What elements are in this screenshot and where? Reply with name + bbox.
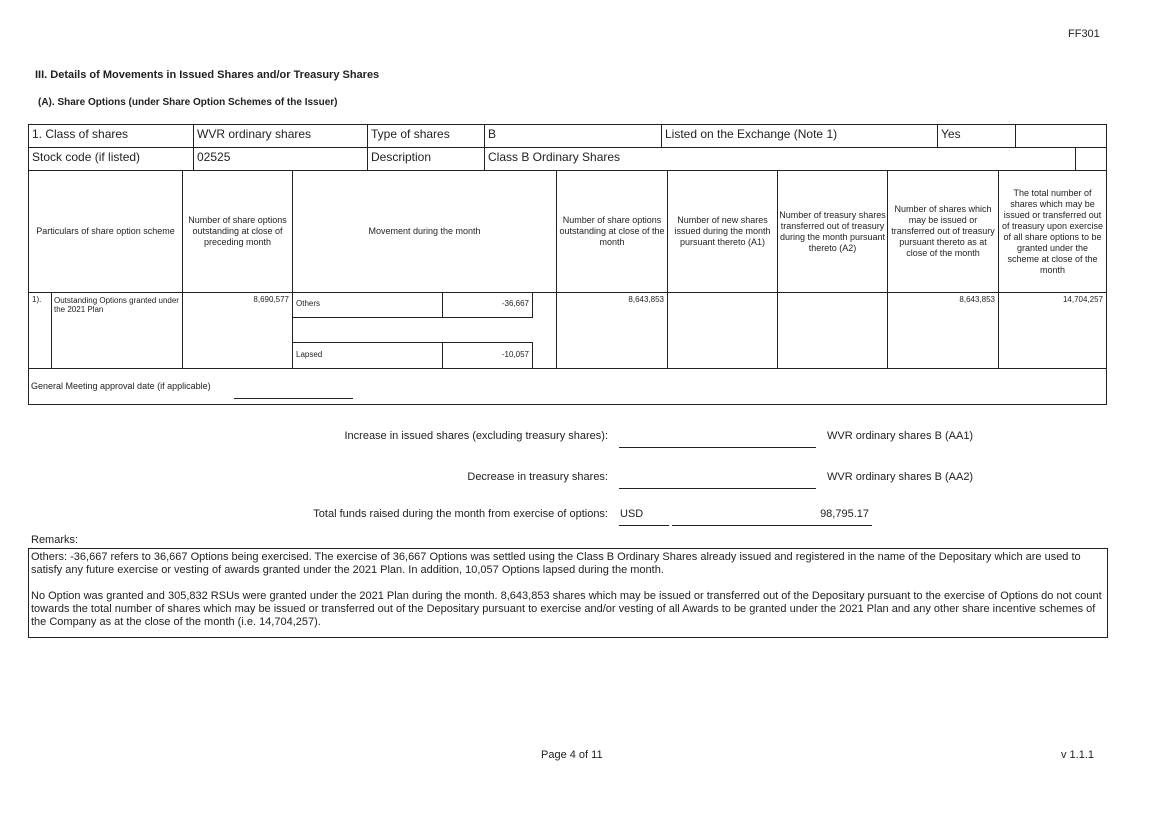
type-label: Type of shares	[367, 124, 485, 148]
header-new-shares: Number of new shares issued during the m…	[667, 170, 778, 293]
gm-label: General Meeting approval date (if applic…	[31, 381, 211, 391]
header-may-issue: Number of shares which may be issued or …	[887, 170, 999, 293]
blank-cell	[1075, 147, 1107, 171]
form-code: FF301	[1068, 28, 1100, 40]
movement-others-label: Others	[292, 292, 443, 318]
funds-label: Total funds raised during the month from…	[313, 508, 608, 520]
header-preceding: Number of share options outstanding at c…	[182, 170, 293, 293]
type-value: B	[484, 124, 662, 148]
movement-others-value: -36,667	[442, 292, 533, 318]
row-total: 14,704,257	[998, 292, 1107, 369]
increase-suffix: WVR ordinary shares B (AA1)	[827, 430, 974, 442]
row-may-issue: 8,643,853	[887, 292, 999, 369]
decrease-field[interactable]	[619, 488, 816, 489]
description-value: Class B Ordinary Shares	[484, 147, 1076, 171]
page-number: Page 4 of 11	[541, 749, 603, 761]
header-movement: Movement during the month	[292, 170, 557, 293]
blank-cell	[1015, 124, 1107, 148]
row-particulars: Outstanding Options granted under the 20…	[51, 292, 183, 369]
header-total: The total number of shares which may be …	[998, 170, 1107, 293]
gm-date-field[interactable]	[234, 398, 353, 399]
subsection-title: (A). Share Options (under Share Option S…	[38, 97, 338, 108]
remarks-box: Others: -36,667 refers to 36,667 Options…	[28, 548, 1108, 638]
increase-label: Increase in issued shares (excluding tre…	[344, 430, 608, 442]
row-treasury	[777, 292, 888, 369]
section-title: III. Details of Movements in Issued Shar…	[35, 69, 380, 81]
row-new-shares	[667, 292, 778, 369]
increase-field[interactable]	[619, 447, 816, 448]
description-label: Description	[367, 147, 485, 171]
listed-label: Listed on the Exchange (Note 1)	[661, 124, 938, 148]
funds-value: 98,795.17	[820, 508, 869, 520]
listed-value: Yes	[937, 124, 1016, 148]
row-index: 1).	[28, 292, 52, 369]
funds-value-line	[672, 525, 872, 526]
remarks-label: Remarks:	[31, 534, 79, 546]
gm-row	[28, 368, 1107, 405]
funds-currency: USD	[620, 508, 644, 520]
row-preceding: 8,690,577	[182, 292, 293, 369]
header-particulars: Particulars of share option scheme	[28, 170, 183, 293]
decrease-label: Decrease in treasury shares:	[467, 471, 608, 483]
header-treasury: Number of treasury shares transferred ou…	[777, 170, 888, 293]
class-value: WVR ordinary shares	[193, 124, 368, 148]
stock-code-label: Stock code (if listed)	[28, 147, 194, 171]
funds-currency-line	[619, 525, 669, 526]
class-label: 1. Class of shares	[28, 124, 194, 148]
row-close: 8,643,853	[556, 292, 668, 369]
version: v 1.1.1	[1061, 749, 1095, 761]
header-close: Number of share options outstanding at c…	[556, 170, 668, 293]
movement-lapsed-value: -10,057	[442, 342, 533, 369]
remark-paragraph: No Option was granted and 305,832 RSUs w…	[31, 590, 1102, 628]
stock-code-value: 02525	[193, 147, 368, 171]
remark-paragraph: Others: -36,667 refers to 36,667 Options…	[31, 551, 1081, 576]
decrease-suffix: WVR ordinary shares B (AA2)	[827, 471, 974, 483]
movement-lapsed-label: Lapsed	[292, 342, 443, 369]
